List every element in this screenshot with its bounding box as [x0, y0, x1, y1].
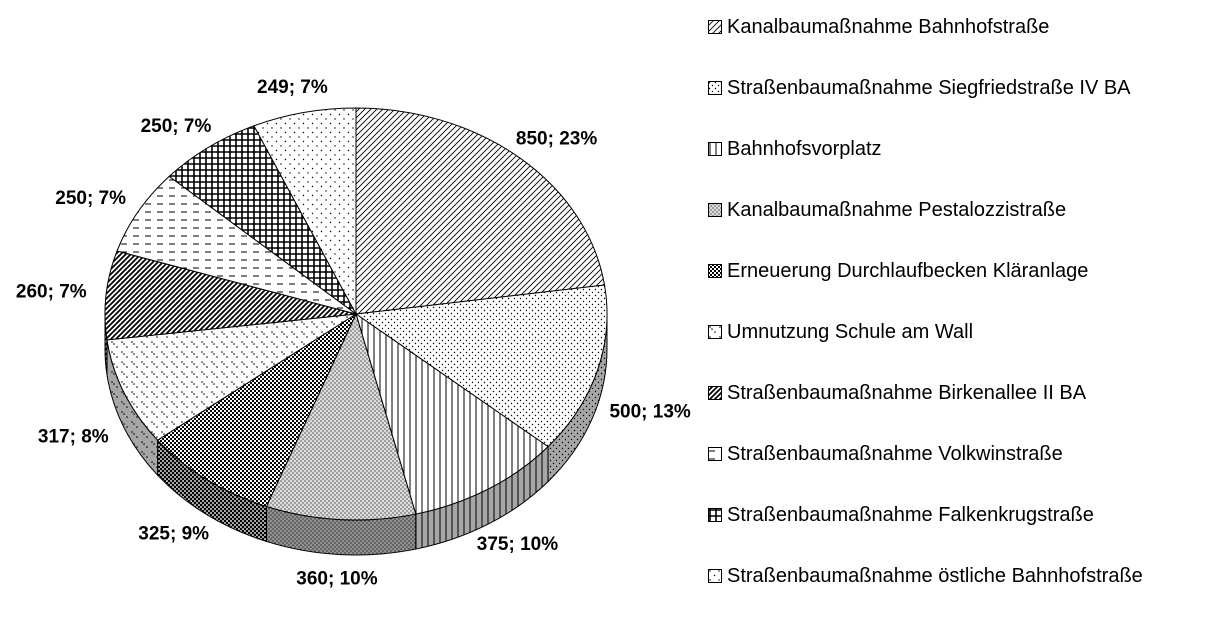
legend-label: Straßenbaumaßnahme Birkenallee II BA	[727, 382, 1087, 404]
legend-swatch	[708, 20, 722, 34]
legend-item: Straßenbaumaßnahme Birkenallee II BA	[708, 380, 1200, 441]
legend-swatch-box	[708, 447, 722, 461]
legend-swatch	[708, 81, 722, 95]
legend-label: Straßenbaumaßnahme östliche Bahnhofstraß…	[727, 565, 1143, 587]
data-label: 250; 7%	[55, 188, 126, 209]
slice	[355, 312, 549, 515]
legend-swatch-box	[708, 325, 722, 339]
legend-swatch	[708, 203, 722, 217]
legend-swatch-box	[708, 81, 722, 95]
legend-swatch	[708, 325, 722, 339]
slice-side-shade	[266, 506, 416, 555]
legend-swatch-box	[708, 203, 722, 217]
data-label: 317; 8%	[38, 426, 109, 447]
legend-label: Erneuerung Durchlaufbecken Kläranlage	[727, 260, 1089, 282]
slice	[106, 313, 357, 441]
data-label: 249; 7%	[257, 77, 328, 98]
legend-item: Kanalbaumaßnahme Pestalozzistraße	[708, 197, 1200, 258]
slice	[253, 107, 357, 315]
data-label: 375; 10%	[477, 534, 558, 555]
legend: Kanalbaumaßnahme Bahnhofstraße Straßenbau…	[708, 14, 1200, 619]
legend-label: Bahnhofsvorplatz	[727, 138, 882, 160]
legend-swatch	[708, 386, 722, 400]
slice	[355, 107, 606, 315]
legend-item: Straßenbaumaßnahme östliche Bahnhofstraß…	[708, 563, 1200, 619]
legend-label: Straßenbaumaßnahme Siegfriedstraße IV BA	[727, 77, 1131, 99]
legend-item: Straßenbaumaßnahme Volkwinstraße	[708, 441, 1200, 502]
slice-side-shade	[548, 314, 607, 482]
legend-swatch-box	[708, 142, 722, 156]
data-label: 260; 7%	[16, 282, 87, 303]
legend-label: Umnutzung Schule am Wall	[727, 321, 974, 343]
slice	[156, 312, 358, 508]
legend-item: Straßenbaumaßnahme Siegfriedstraße IV BA	[708, 75, 1200, 136]
slice	[104, 250, 357, 341]
legend-swatch	[708, 264, 722, 278]
legend-swatch-box	[708, 20, 722, 34]
data-label: 325; 9%	[138, 524, 209, 545]
data-label: 360; 10%	[296, 569, 377, 590]
legend-label: Kanalbaumaßnahme Bahnhofstraße	[727, 16, 1050, 38]
legend-item: Bahnhofsvorplatz	[708, 136, 1200, 197]
legend-swatch-box	[708, 264, 722, 278]
slice-side-shade	[415, 446, 549, 550]
slice-side-shade	[157, 440, 267, 542]
legend-item: Umnutzung Schule am Wall	[708, 319, 1200, 380]
legend-swatch	[708, 569, 722, 583]
legend-swatch-box	[708, 508, 722, 522]
legend-item: Straßenbaumaßnahme Falkenkrugstraße	[708, 502, 1200, 563]
legend-label: Straßenbaumaßnahme Falkenkrugstraße	[727, 504, 1094, 526]
legend-swatch	[708, 142, 722, 156]
legend-item: Kanalbaumaßnahme Bahnhofstraße	[708, 14, 1200, 75]
legend-swatch	[708, 447, 722, 461]
legend-label: Kanalbaumaßnahme Pestalozzistraße	[727, 199, 1067, 221]
legend-item: Erneuerung Durchlaufbecken Kläranlage	[708, 258, 1200, 319]
slice	[354, 284, 608, 448]
data-label: 250; 7%	[141, 116, 212, 137]
legend-swatch-box	[708, 569, 722, 583]
legend-label: Straßenbaumaßnahme Volkwinstraße	[727, 443, 1063, 465]
legend-swatch	[708, 508, 722, 522]
legend-swatch-box	[708, 386, 722, 400]
pie-chart: 850; 23% 500; 13% 375; 10% 360; 10% 325; 9% 3…	[16, 77, 691, 590]
data-label: 850; 23%	[516, 129, 597, 150]
slice	[265, 312, 417, 521]
data-label: 500; 13%	[609, 402, 690, 423]
